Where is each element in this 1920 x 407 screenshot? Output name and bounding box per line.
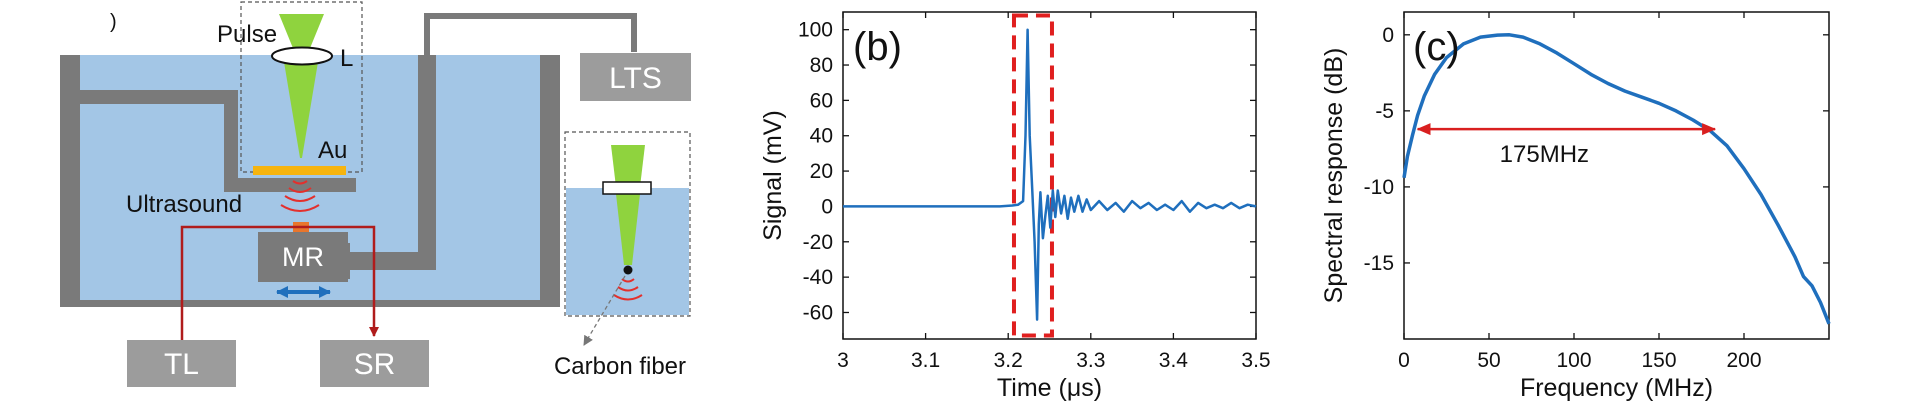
- schematic-panel: ) LTS Pulse L Au Ultrasound: [60, 1, 691, 387]
- chart-c-x-label: Frequency (MHz): [1520, 374, 1713, 402]
- y-tick-label: -5: [1375, 100, 1394, 123]
- ultrasound-label: Ultrasound: [126, 191, 242, 218]
- x-tick-label: 0: [1398, 349, 1410, 372]
- tl-box: [127, 340, 236, 387]
- holder-wall: [80, 90, 356, 192]
- lts-box: [580, 53, 691, 101]
- chart-c-x-ticks: 0 50 100 150 200: [1398, 12, 1762, 372]
- gold-label: Au: [318, 137, 347, 164]
- x-tick-label: 200: [1726, 349, 1761, 372]
- pulse-label: Pulse: [217, 21, 277, 48]
- tl-label: TL: [164, 348, 199, 381]
- carbon-fiber-dot: [623, 265, 633, 275]
- gold-absorber: [253, 166, 346, 175]
- chart-b-panel-label: (b): [853, 25, 902, 69]
- x-tick-label: 100: [1556, 349, 1591, 372]
- chart-b-y-ticks: -60 -40 -20 0 20 40 60 80 100: [798, 19, 1256, 324]
- y-tick-label: -15: [1364, 252, 1394, 275]
- chart-c-y-ticks: -15 -10 -5 0: [1364, 24, 1829, 275]
- x-tick-label: 3: [837, 349, 849, 372]
- lts-cable: [424, 13, 637, 56]
- chart-b-series-line: [843, 28, 1257, 321]
- laser-beam-upper: [279, 14, 324, 58]
- y-tick-label: -10: [1364, 176, 1394, 199]
- y-tick-label: 100: [798, 19, 833, 42]
- mr-block: [258, 232, 348, 282]
- chart-c-panel-label: (c): [1413, 25, 1460, 69]
- optical-fiber-path: [180, 225, 379, 345]
- lts-label: LTS: [609, 62, 662, 95]
- lens-label: L: [340, 45, 353, 72]
- inset-beam-lower: [616, 194, 640, 265]
- chart-c-y-label: Spectral response (dB): [1320, 48, 1348, 304]
- chart-c-bandwidth-label: 175MHz: [1500, 141, 1589, 168]
- x-tick-label: 3.3: [1076, 349, 1105, 372]
- stage-arm-vertical: [418, 55, 436, 270]
- y-tick-label: -20: [803, 231, 833, 254]
- y-tick-label: 60: [810, 89, 833, 112]
- chart-c: -15 -10 -5 0 0 50 100 150 200 175MHz (c) Freque…: [1320, 11, 1831, 402]
- sr-box: [320, 340, 429, 387]
- chart-c-plot-frame: [1403, 11, 1830, 340]
- x-tick-label: 3.2: [994, 349, 1023, 372]
- chart-b-highlight-box: [1011, 13, 1054, 338]
- y-tick-label: 40: [810, 125, 833, 148]
- x-tick-label: 3.5: [1241, 349, 1270, 372]
- mr-label: MR: [282, 242, 324, 272]
- lens: [271, 46, 333, 66]
- y-tick-label: 0: [821, 195, 833, 218]
- y-tick-label: -60: [803, 301, 833, 324]
- y-tick-label: 20: [810, 160, 833, 183]
- chart-c-series-line: [1402, 33, 1831, 325]
- y-tick-label: 0: [1382, 24, 1394, 47]
- chart-b-x-label: Time (μs): [997, 374, 1102, 402]
- stage-arm-horizontal: [348, 252, 436, 270]
- x-tick-label: 150: [1641, 349, 1676, 372]
- y-tick-label: 80: [810, 54, 833, 77]
- inset-beam-upper: [611, 145, 645, 187]
- laser-beam-lower: [284, 62, 318, 158]
- chart-b-y-label: Signal (mV): [759, 110, 787, 241]
- ultrasound-waves: [280, 180, 320, 212]
- chart-b: -60 -40 -20 0 20 40 60 80 100 3 3.1 3.2 3.3 3.4 3.5 (…: [759, 11, 1271, 402]
- corner-mark: ): [110, 11, 117, 33]
- sr-label: SR: [354, 348, 396, 381]
- fiber-pointer: [583, 275, 626, 346]
- x-tick-label: 3.1: [911, 349, 940, 372]
- chart-b-plot-frame: [842, 11, 1257, 340]
- inset-window: [602, 181, 652, 195]
- chart-b-x-ticks: 3 3.1 3.2 3.3 3.4 3.5: [837, 12, 1271, 372]
- x-tick-label: 50: [1477, 349, 1500, 372]
- inset-waves: [613, 278, 643, 301]
- carbon-fiber-label: Carbon fiber: [554, 353, 686, 380]
- x-tick-label: 3.4: [1159, 349, 1189, 372]
- y-tick-label: -40: [803, 266, 833, 289]
